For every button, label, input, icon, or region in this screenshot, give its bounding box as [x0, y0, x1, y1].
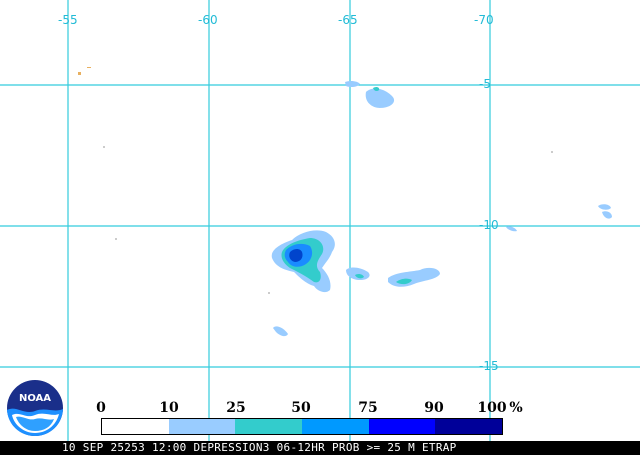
- lat-label: -10: [479, 218, 499, 232]
- legend-label: 50: [291, 400, 311, 416]
- legend-color-swatch: [302, 419, 369, 434]
- legend-color-swatch: [435, 419, 503, 434]
- lat-label: -15: [479, 359, 499, 373]
- precip-area-light: [345, 80, 360, 88]
- logo-text: NOAA: [19, 393, 51, 404]
- noaa-logo-icon: NOAA: [7, 380, 63, 436]
- precip-area-light: [506, 226, 517, 232]
- precip-probability-areas: [78, 67, 612, 337]
- lon-label: -55: [58, 13, 78, 27]
- precip-speck: [268, 292, 270, 294]
- legend-color-swatch: [168, 419, 236, 434]
- precip-area-light: [598, 204, 611, 210]
- precip-speck: [115, 238, 117, 240]
- precip-area-light: [273, 326, 288, 337]
- legend-label: 25: [226, 400, 246, 416]
- lon-label: -60: [198, 13, 218, 27]
- lon-label: -65: [338, 13, 358, 27]
- map-caption-bar: 10 SEP 25253 12:00 DEPRESSION3 06-12HR P…: [0, 441, 640, 455]
- precip-speck: [87, 67, 91, 68]
- legend-label: 0: [96, 400, 106, 416]
- precip-area-light: [388, 267, 440, 287]
- precip-area-teal: [373, 86, 380, 92]
- legend-color-swatch: [102, 419, 169, 434]
- lat-label: -5: [479, 77, 491, 91]
- legend-color-swatch: [235, 419, 303, 434]
- graticule: [0, 0, 640, 441]
- precip-area-light: [602, 211, 612, 219]
- lon-label: -70: [474, 13, 494, 27]
- precip-area-teal: [396, 278, 412, 285]
- legend-percent-sign: %: [509, 400, 523, 416]
- legend-label: 10: [159, 400, 179, 416]
- precip-area-teal: [355, 273, 364, 279]
- precip-speck: [78, 72, 81, 75]
- precip-area-dark: [289, 249, 303, 262]
- legend-label: 90: [424, 400, 444, 416]
- legend-label: 100: [477, 400, 507, 416]
- legend-color-bar: [101, 418, 503, 435]
- legend-label: 75: [358, 400, 378, 416]
- precip-speck: [103, 146, 105, 148]
- precip-area-light: [365, 88, 395, 108]
- legend-color-swatch: [368, 419, 436, 434]
- precip-speck: [551, 151, 553, 153]
